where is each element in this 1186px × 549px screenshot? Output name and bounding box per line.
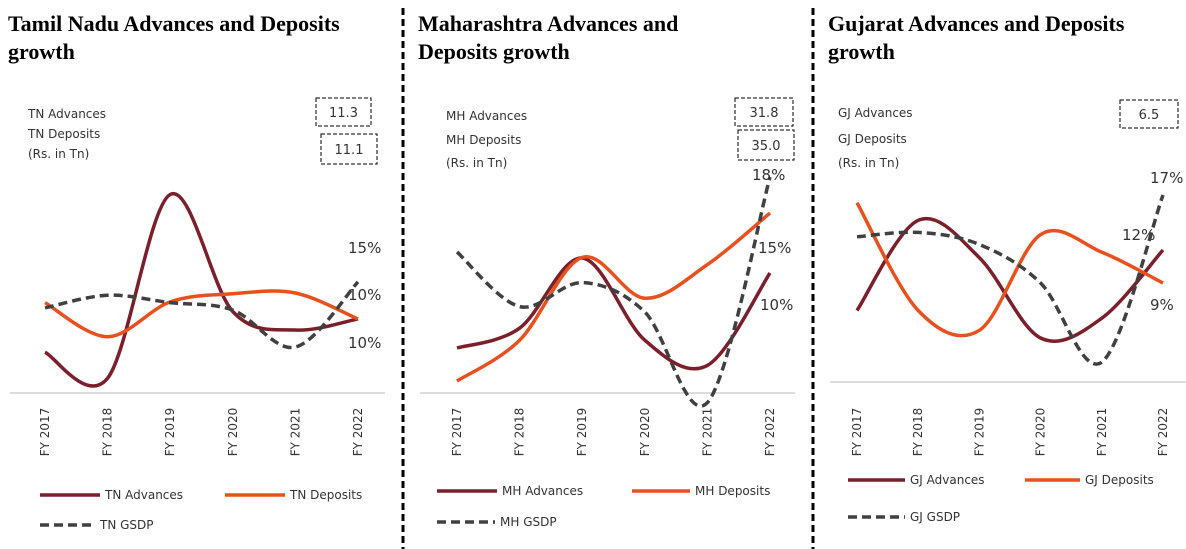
x-tick-label: FY 2017 [850, 408, 864, 457]
annotation-value: 6.5 [1139, 108, 1160, 123]
x-tick-label: FY 2020 [1034, 408, 1048, 457]
legend-label: TN GSDP [99, 518, 154, 532]
legend-label: TN Deposits [289, 488, 362, 502]
annotation-box [315, 97, 372, 127]
x-tick-label: FY 2021 [288, 408, 302, 457]
annotation-label: MH Deposits [446, 133, 521, 147]
unit-note: (Rs. in Tn) [28, 147, 89, 161]
x-tick-label: FY 2018 [101, 408, 115, 457]
data-label: 10% [760, 296, 793, 314]
legend-label: MH Advances [502, 484, 583, 498]
annotation-box [1119, 99, 1179, 129]
x-tick-label: FY 2020 [638, 408, 652, 457]
annotation-value: 35.0 [752, 139, 781, 154]
line [44, 280, 360, 350]
legend-label: MH GSDP [500, 515, 557, 529]
x-tick-label: FY 2017 [38, 408, 52, 457]
data-label: 18% [752, 166, 785, 184]
x-tick-label: FY 2018 [911, 408, 925, 457]
line [456, 256, 772, 371]
x-tick-label: FY 2021 [1095, 408, 1109, 457]
line [456, 211, 772, 383]
data-label: 15% [348, 239, 381, 257]
annotation-value: 11.1 [335, 143, 364, 158]
x-tick-label: FY 2018 [513, 408, 527, 457]
x-tick-label: FY 2019 [163, 408, 177, 457]
annotation-value: 31.8 [750, 106, 779, 121]
annotation-label: GJ Advances [838, 106, 913, 120]
x-tick-label: FY 2022 [1156, 408, 1170, 457]
x-tick-label: FY 2021 [700, 408, 714, 457]
line [44, 289, 359, 339]
x-tick-label: FY 2017 [450, 408, 464, 457]
x-tick-label: FY 2019 [575, 408, 589, 457]
chart-title: Gujarat Advances and Deposits growth [828, 11, 1125, 64]
x-tick-label: FY 2022 [763, 408, 777, 457]
chart-title: Tamil Nadu Advances and Deposits growth [8, 11, 340, 64]
line [855, 201, 1164, 338]
legend-label: MH Deposits [695, 484, 770, 498]
data-label: 10% [348, 286, 381, 304]
data-label: 15% [758, 239, 791, 257]
annotation-box [737, 129, 795, 161]
x-tick-label: FY 2020 [226, 408, 240, 457]
x-tick-label: FY 2022 [351, 408, 365, 457]
unit-note: (Rs. in Tn) [446, 156, 507, 170]
chart-title: Maharashtra Advances and Deposits growth [418, 11, 679, 64]
line [856, 194, 1165, 366]
data-label: 10% [348, 334, 381, 352]
data-label: 17% [1150, 169, 1183, 187]
line [455, 176, 772, 408]
annotation-box [734, 97, 794, 127]
unit-note: (Rs. in Tn) [838, 156, 899, 170]
annotation-label: TN Deposits [27, 127, 100, 141]
line [44, 192, 359, 388]
x-tick-label: FY 2019 [972, 408, 986, 457]
annotation-box [320, 133, 378, 165]
annotation-label: GJ Deposits [838, 132, 907, 146]
legend-label: TN Advances [104, 488, 183, 502]
annotation-label: MH Advances [446, 109, 527, 123]
legend-label: GJ Deposits [1085, 473, 1154, 487]
annotation-value: 11.3 [329, 106, 358, 121]
data-label: 9% [1150, 296, 1174, 314]
data-label: 12% [1122, 226, 1155, 244]
legend-label: GJ Advances [910, 473, 985, 487]
legend-label: GJ GSDP [910, 510, 960, 524]
annotation-label: TN Advances [27, 107, 106, 121]
